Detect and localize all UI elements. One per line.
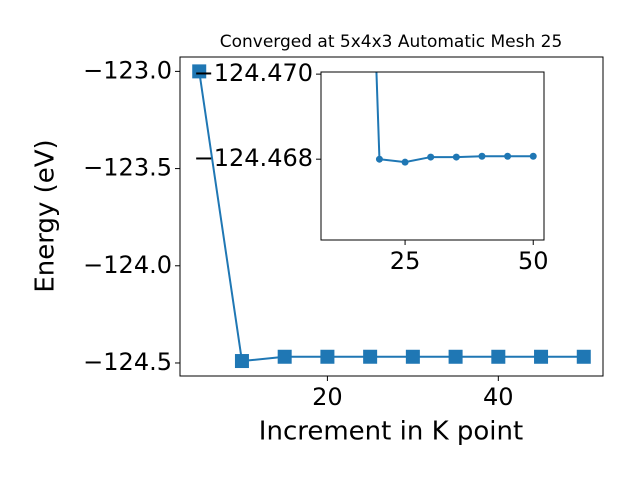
marker [478,152,486,160]
plot-area [375,72,537,166]
marker [277,349,292,364]
chart-title: Converged at 5x4x3 Automatic Mesh 25 [220,32,563,52]
marker [452,153,460,161]
marker [576,349,591,364]
marker [405,349,420,364]
plot-area [192,64,591,369]
marker [234,354,249,369]
x-axis-label: Increment in K point [259,417,523,447]
marker [427,153,435,161]
axes-frame [320,71,545,241]
inset-plot: 25 50 −124.470 −124.468 [194,59,549,275]
y-tick-label: −123.5 [83,154,172,182]
y-tick-label: −124.0 [83,251,172,279]
y-tick-label: −123.0 [83,56,172,84]
marker [448,349,463,364]
y-tick-label: −124.470 [194,59,313,87]
x-tick-label: 40 [483,383,514,411]
x-tick-label: 25 [390,247,421,275]
x-tick-label: 20 [312,383,343,411]
marker [375,155,383,163]
y-tick-label: −124.468 [194,144,313,172]
marker [529,152,537,160]
marker [534,349,549,364]
marker [192,64,207,79]
marker [401,158,409,166]
y-axis-label: Energy (eV) [31,139,61,292]
marker [504,152,512,160]
axes-frame [179,56,604,377]
marker [363,349,378,364]
y-tick-label: −124.5 [83,348,172,376]
marker [320,349,335,364]
x-tick-label: 50 [518,247,549,275]
marker [491,349,506,364]
series-line [198,71,584,363]
series-line [375,72,534,164]
